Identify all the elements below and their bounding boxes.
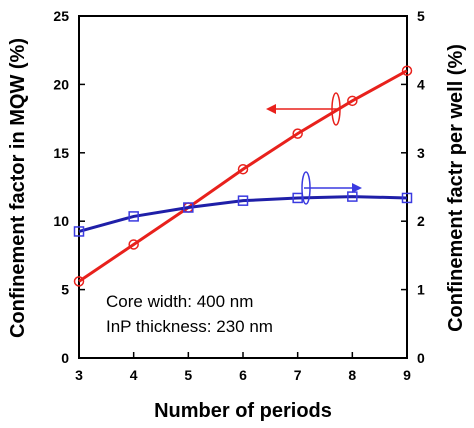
x-tick-label: 3 <box>75 367 83 383</box>
series-1-point <box>401 65 413 76</box>
x-axis-ticks: 3 4 5 6 7 8 9 <box>75 352 411 383</box>
red-series-axis-indicator <box>266 92 341 126</box>
right-y-tick-label: 3 <box>417 145 425 161</box>
left-y-tick-label: 20 <box>53 76 69 92</box>
x-tick-label: 4 <box>130 367 138 383</box>
x-tick-label: 7 <box>294 367 302 383</box>
annotation-core-width: Core width: 400 nm <box>106 292 253 311</box>
annotation-inp-thickness: InP thickness: 230 nm <box>106 317 273 336</box>
left-y-tick-label: 25 <box>53 8 69 24</box>
series-layer <box>73 65 413 287</box>
series-1-point <box>73 276 85 287</box>
series-2-point <box>183 202 194 213</box>
x-tick-label: 5 <box>184 367 192 383</box>
left-y-tick-label: 5 <box>61 282 69 298</box>
left-y-tick-label: 0 <box>61 350 69 366</box>
series-2-line <box>78 195 408 233</box>
left-y-tick-label: 10 <box>53 213 69 229</box>
right-y-axis-label: Confinement factr per well (%) <box>445 44 467 332</box>
right-y-axis-ticks: 0 1 2 3 4 5 <box>401 8 425 366</box>
series-2-point <box>73 226 85 237</box>
series-1-point <box>128 239 139 250</box>
blue-series-axis-indicator <box>301 171 362 205</box>
right-y-tick-label: 4 <box>417 76 425 92</box>
right-y-tick-label: 1 <box>417 282 425 298</box>
x-tick-label: 9 <box>403 367 411 383</box>
series-1-point <box>237 163 249 175</box>
x-tick-label: 8 <box>348 367 356 383</box>
left-y-axis-ticks: 0 5 10 15 20 25 <box>53 8 85 366</box>
left-y-axis-label: Confinement factor in MQW (%) <box>7 38 29 338</box>
series-1-point <box>347 95 358 107</box>
series-2-point <box>401 192 413 204</box>
series-1-point <box>292 128 303 139</box>
series-2-point <box>237 195 249 206</box>
x-tick-label: 6 <box>239 367 247 383</box>
right-y-tick-label: 0 <box>417 350 425 366</box>
series-1-line <box>78 69 408 283</box>
x-axis-label: Number of periods <box>154 400 332 422</box>
left-y-tick-label: 15 <box>53 145 69 161</box>
right-y-tick-label: 5 <box>417 8 425 24</box>
series-2-point <box>128 211 139 222</box>
right-y-tick-label: 2 <box>417 213 425 229</box>
